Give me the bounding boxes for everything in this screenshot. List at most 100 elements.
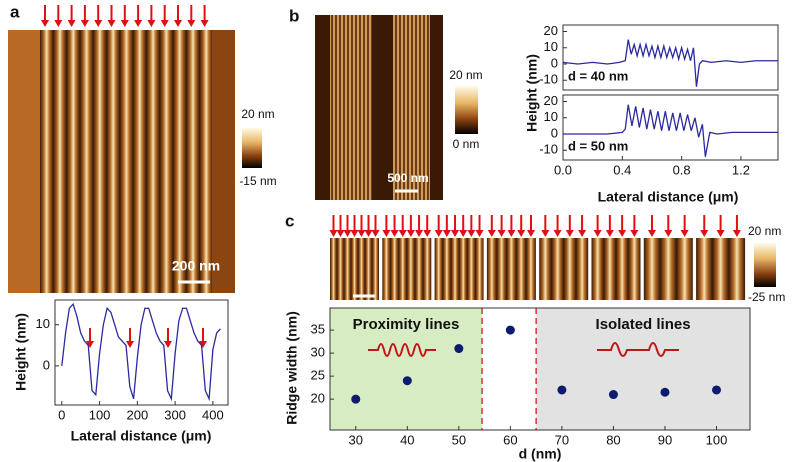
arrow-head [700,230,709,237]
afm-tile [382,238,432,300]
arrow-head [160,20,169,27]
plot-frame [54,299,229,406]
region-label: Isolated lines [596,316,691,333]
arrow-head [647,230,656,237]
data-point [454,344,464,354]
arrow-head [350,230,359,237]
y-axis-label: Height (nm) [13,313,29,391]
afm-tile [539,238,589,300]
arrow-head [80,20,89,27]
colorbar-label: 20 nm [449,68,482,82]
colorbar-label: -25 nm [748,290,785,304]
y-tick-label: -10 [539,142,558,157]
x-axis-label: Lateral distance (μm) [71,428,212,444]
arrow-head [398,230,407,237]
arrow-head [716,230,725,237]
panel-label: c [285,211,294,230]
x-tick-label: 0 [58,407,65,422]
arrow-head [664,230,673,237]
arrow-head [605,230,614,237]
afm-stripes [40,30,212,293]
arrow-head [451,230,460,237]
x-tick-label: 100 [89,407,111,422]
y-axis-label: Height (nm) [524,54,540,132]
x-axis-label: Lateral distance (μm) [598,189,739,205]
arrow-head [406,230,415,237]
colorbar-label: -15 nm [239,174,276,188]
arrow-head [618,230,627,237]
arrow-head [107,20,116,27]
x-tick-label: 90 [658,432,672,447]
scale-bar-label: 200 nm [172,258,220,274]
data-point [608,390,618,400]
arrow-head [423,230,432,237]
arrow-head [507,230,516,237]
wave-icon [368,343,436,357]
y-tick-label: -10 [539,72,558,87]
arrow-head [630,230,639,237]
region [330,308,483,430]
arrow-head [553,230,562,237]
annotation: d = 40 nm [568,68,628,83]
x-tick-label: 0.8 [673,162,691,177]
afm-tile [591,238,641,300]
x-tick-label: 300 [164,407,186,422]
panel-label: b [289,6,299,25]
arrow-head [126,341,134,348]
colorbar [455,86,478,134]
y-tick-label: 0 [43,357,50,372]
plot-frame [562,24,779,91]
x-tick-label: 30 [349,432,363,447]
x-axis-label: d (nm) [519,446,562,462]
arrow-head [336,230,345,237]
data-point [712,385,722,395]
arrow-head [487,230,496,237]
profile-line [563,104,778,157]
colorbar-label: 0 nm [453,137,480,151]
arrow-head [475,230,484,237]
arrow-head [54,20,63,27]
overlay [368,342,679,357]
arrow-head [467,230,476,237]
afm-tile [643,238,693,300]
arrow-head [364,230,373,237]
y-tick-label: 20 [544,93,558,108]
arrow-head [67,20,76,27]
afm-image-region [8,30,40,293]
arrow-head [442,230,451,237]
x-tick-label: 1.2 [732,162,750,177]
afm-stripes [393,15,430,200]
arrow-head [200,20,209,27]
arrow-head [578,230,587,237]
x-tick-label: 40 [400,432,414,447]
y-axis-label: Ridge width (nm) [284,311,300,425]
arrow-head [86,341,94,348]
y-tick-label: 20 [311,391,325,406]
plot-frame [329,307,751,431]
annotation: d = 50 nm [568,138,628,153]
arrow-head [164,341,172,348]
arrow-head [415,230,424,237]
x-tick-label: 50 [452,432,466,447]
arrow-head [382,230,391,237]
y-tick-label: 30 [311,345,325,360]
arrow-head [527,230,535,237]
afm-tile [434,238,484,300]
arrow-head [497,230,506,237]
afm-tile [330,238,379,300]
data-point [557,385,567,395]
x-tick-label: 200 [126,407,148,422]
arrow-head [565,230,574,237]
colorbar-label: 20 nm [241,107,274,121]
y-tick-label: 0 [551,125,558,140]
arrow-head [94,20,103,27]
afm-tile [486,238,536,300]
afm-tile [696,238,746,300]
arrow-head [120,20,129,27]
y-tick-label: 0 [551,55,558,70]
wave-icon [597,342,679,357]
arrow-head [343,230,352,237]
x-tick-label: 100 [706,432,728,447]
arrow-head [517,230,526,237]
data-point [660,387,670,397]
